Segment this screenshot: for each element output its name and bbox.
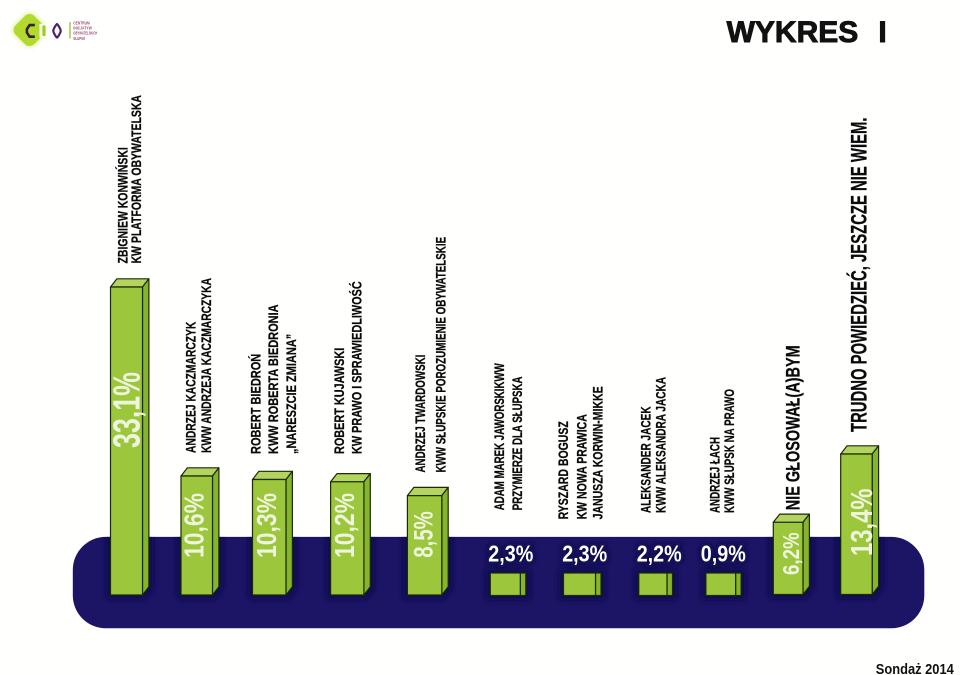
svg-text:2,3%: 2,3%: [488, 541, 533, 567]
svg-text:KW PLATFORMA OBYWATELSKA: KW PLATFORMA OBYWATELSKA: [129, 95, 144, 264]
svg-text:„NARESZCIE ZMIANA”: „NARESZCIE ZMIANA”: [284, 334, 299, 454]
svg-text:2,2%: 2,2%: [637, 541, 682, 567]
svg-text:10,2%: 10,2%: [329, 493, 360, 558]
svg-text:OBYWATELSKICH: OBYWATELSKICH: [73, 31, 97, 36]
svg-text:10,3%: 10,3%: [251, 493, 282, 558]
svg-text:2,3%: 2,3%: [562, 541, 607, 567]
svg-text:SŁUPSK: SŁUPSK: [73, 36, 86, 41]
svg-text:13,4%: 13,4%: [844, 489, 879, 557]
svg-text:KW NOWA PRAWICA: KW NOWA PRAWICA: [575, 414, 590, 519]
svg-text:NIE GŁOSOWAŁ(A)BYM: NIE GŁOSOWAŁ(A)BYM: [782, 345, 804, 510]
svg-text:2,3%: 2,3%: [562, 541, 607, 567]
svg-text:ANDRZEJ KACZMARCZYK: ANDRZEJ KACZMARCZYK: [183, 321, 198, 453]
svg-text:I: I: [878, 16, 886, 49]
svg-text:TRUDNO POWIEDZIEĆ, JESZCZE NIE: TRUDNO POWIEDZIEĆ, JESZCZE NIE WIEM.: [847, 118, 872, 433]
svg-text:ALEKSANDER JACEK: ALEKSANDER JACEK: [639, 406, 654, 513]
svg-text:WYKRES: WYKRES: [727, 16, 859, 49]
svg-text:2,3%: 2,3%: [488, 541, 533, 567]
svg-text:Sondaż 2014: Sondaż 2014: [876, 662, 954, 675]
svg-text:ANDRZEJ ŁACH: ANDRZEJ ŁACH: [708, 437, 723, 513]
svg-text:KWW SŁUPSK NA PRAWO: KWW SŁUPSK NA PRAWO: [722, 389, 737, 513]
svg-text:RYSZARD BOGUSZ: RYSZARD BOGUSZ: [556, 421, 571, 519]
svg-text:INICJATYW: INICJATYW: [73, 26, 92, 31]
svg-text:33,1%: 33,1%: [107, 372, 149, 448]
svg-text:ANDRZEJ TWARDOWSKI: ANDRZEJ TWARDOWSKI: [413, 355, 428, 473]
svg-text:8,5%: 8,5%: [409, 511, 439, 558]
svg-text:KWW ROBERTA BIEDRONIA: KWW ROBERTA BIEDRONIA: [266, 304, 281, 454]
svg-text:0,9%: 0,9%: [701, 541, 746, 567]
svg-text:ADAM MAREK JAWORSKIKWW: ADAM MAREK JAWORSKIKWW: [492, 363, 507, 510]
svg-text:ROBERT BIEDROŃ: ROBERT BIEDROŃ: [248, 354, 263, 454]
svg-text:KWW SŁUPSKIE POROZUMIENIE OBYW: KWW SŁUPSKIE POROZUMIENIE OBYWATELSKIE: [434, 237, 449, 473]
svg-text:KWW ANDRZEJA KACZMARCZYKA: KWW ANDRZEJA KACZMARCZYKA: [199, 278, 214, 453]
svg-text:JANUSZA KORWIN-MIKKE: JANUSZA KORWIN-MIKKE: [591, 386, 606, 519]
svg-text:ZBIGNIEW KONWIŃSKI: ZBIGNIEW KONWIŃSKI: [115, 147, 130, 263]
svg-text:2,2%: 2,2%: [637, 541, 682, 567]
svg-text:CENTRUM: CENTRUM: [73, 20, 90, 25]
svg-text:PRZYMIERZE DLA SŁUPSKA: PRZYMIERZE DLA SŁUPSKA: [510, 376, 525, 510]
svg-text:KWW ALEKSANDRA JACKA: KWW ALEKSANDRA JACKA: [653, 377, 668, 513]
svg-text:KW PRAWO I SPRAWIEDLIWOŚĆ: KW PRAWO I SPRAWIEDLIWOŚĆ: [350, 281, 365, 454]
svg-text:0,9%: 0,9%: [701, 541, 746, 567]
svg-text:ROBERT KUJAWSKI: ROBERT KUJAWSKI: [332, 348, 347, 454]
svg-text:6,2%: 6,2%: [778, 532, 804, 575]
svg-text:10,6%: 10,6%: [179, 493, 210, 558]
